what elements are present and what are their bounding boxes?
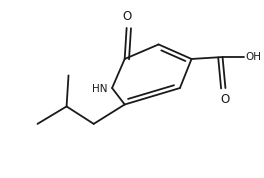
Text: OH: OH <box>246 52 262 62</box>
Text: HN: HN <box>92 84 107 94</box>
Text: O: O <box>122 10 131 23</box>
Text: O: O <box>221 93 230 106</box>
